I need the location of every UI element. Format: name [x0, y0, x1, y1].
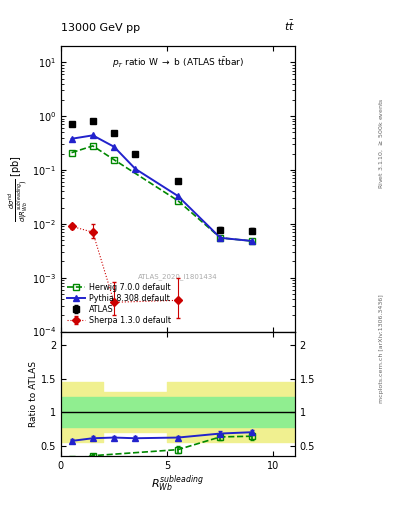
Text: $t\bar{t}$: $t\bar{t}$ [284, 19, 295, 33]
Text: $p_T$ ratio W $\rightarrow$ b (ATLAS t$\bar{t}$bar): $p_T$ ratio W $\rightarrow$ b (ATLAS t$\… [112, 55, 244, 70]
Line: Herwig 7.0.0 default: Herwig 7.0.0 default [68, 143, 255, 244]
Pythia 8.308 default [250, 238, 255, 244]
Y-axis label: Ratio to ATLAS: Ratio to ATLAS [29, 360, 38, 426]
Text: mcplots.cern.ch [arXiv:1306.3436]: mcplots.cern.ch [arXiv:1306.3436] [379, 294, 384, 402]
X-axis label: $R^{subleading}_{Wb}$: $R^{subleading}_{Wb}$ [151, 473, 204, 494]
Pythia 8.308 default [133, 166, 138, 172]
Pythia 8.308 default [176, 193, 180, 199]
Text: ATLAS_2020_I1801434: ATLAS_2020_I1801434 [138, 273, 218, 280]
Text: Rivet 3.1.10, $\geq$ 500k events: Rivet 3.1.10, $\geq$ 500k events [377, 97, 385, 189]
Pythia 8.308 default [69, 136, 74, 142]
Herwig 7.0.0 default [218, 235, 223, 241]
Text: 13000 GeV pp: 13000 GeV pp [61, 23, 140, 33]
Herwig 7.0.0 default [112, 157, 116, 163]
Herwig 7.0.0 default [90, 143, 95, 149]
Pythia 8.308 default [218, 235, 223, 241]
Y-axis label: $\frac{d\sigma^{nd}}{d(R^{subleading}_{Wb})}$ [pb]: $\frac{d\sigma^{nd}}{d(R^{subleading}_{W… [7, 155, 31, 222]
Line: Pythia 8.308 default: Pythia 8.308 default [68, 132, 255, 244]
Legend: Herwig 7.0.0 default, Pythia 8.308 default, ATLAS, Sherpa 1.3.0 default: Herwig 7.0.0 default, Pythia 8.308 defau… [65, 281, 174, 328]
Herwig 7.0.0 default [250, 238, 255, 244]
Pythia 8.308 default [90, 132, 95, 138]
Herwig 7.0.0 default [176, 198, 180, 204]
Herwig 7.0.0 default [69, 150, 74, 156]
Pythia 8.308 default [112, 144, 116, 150]
